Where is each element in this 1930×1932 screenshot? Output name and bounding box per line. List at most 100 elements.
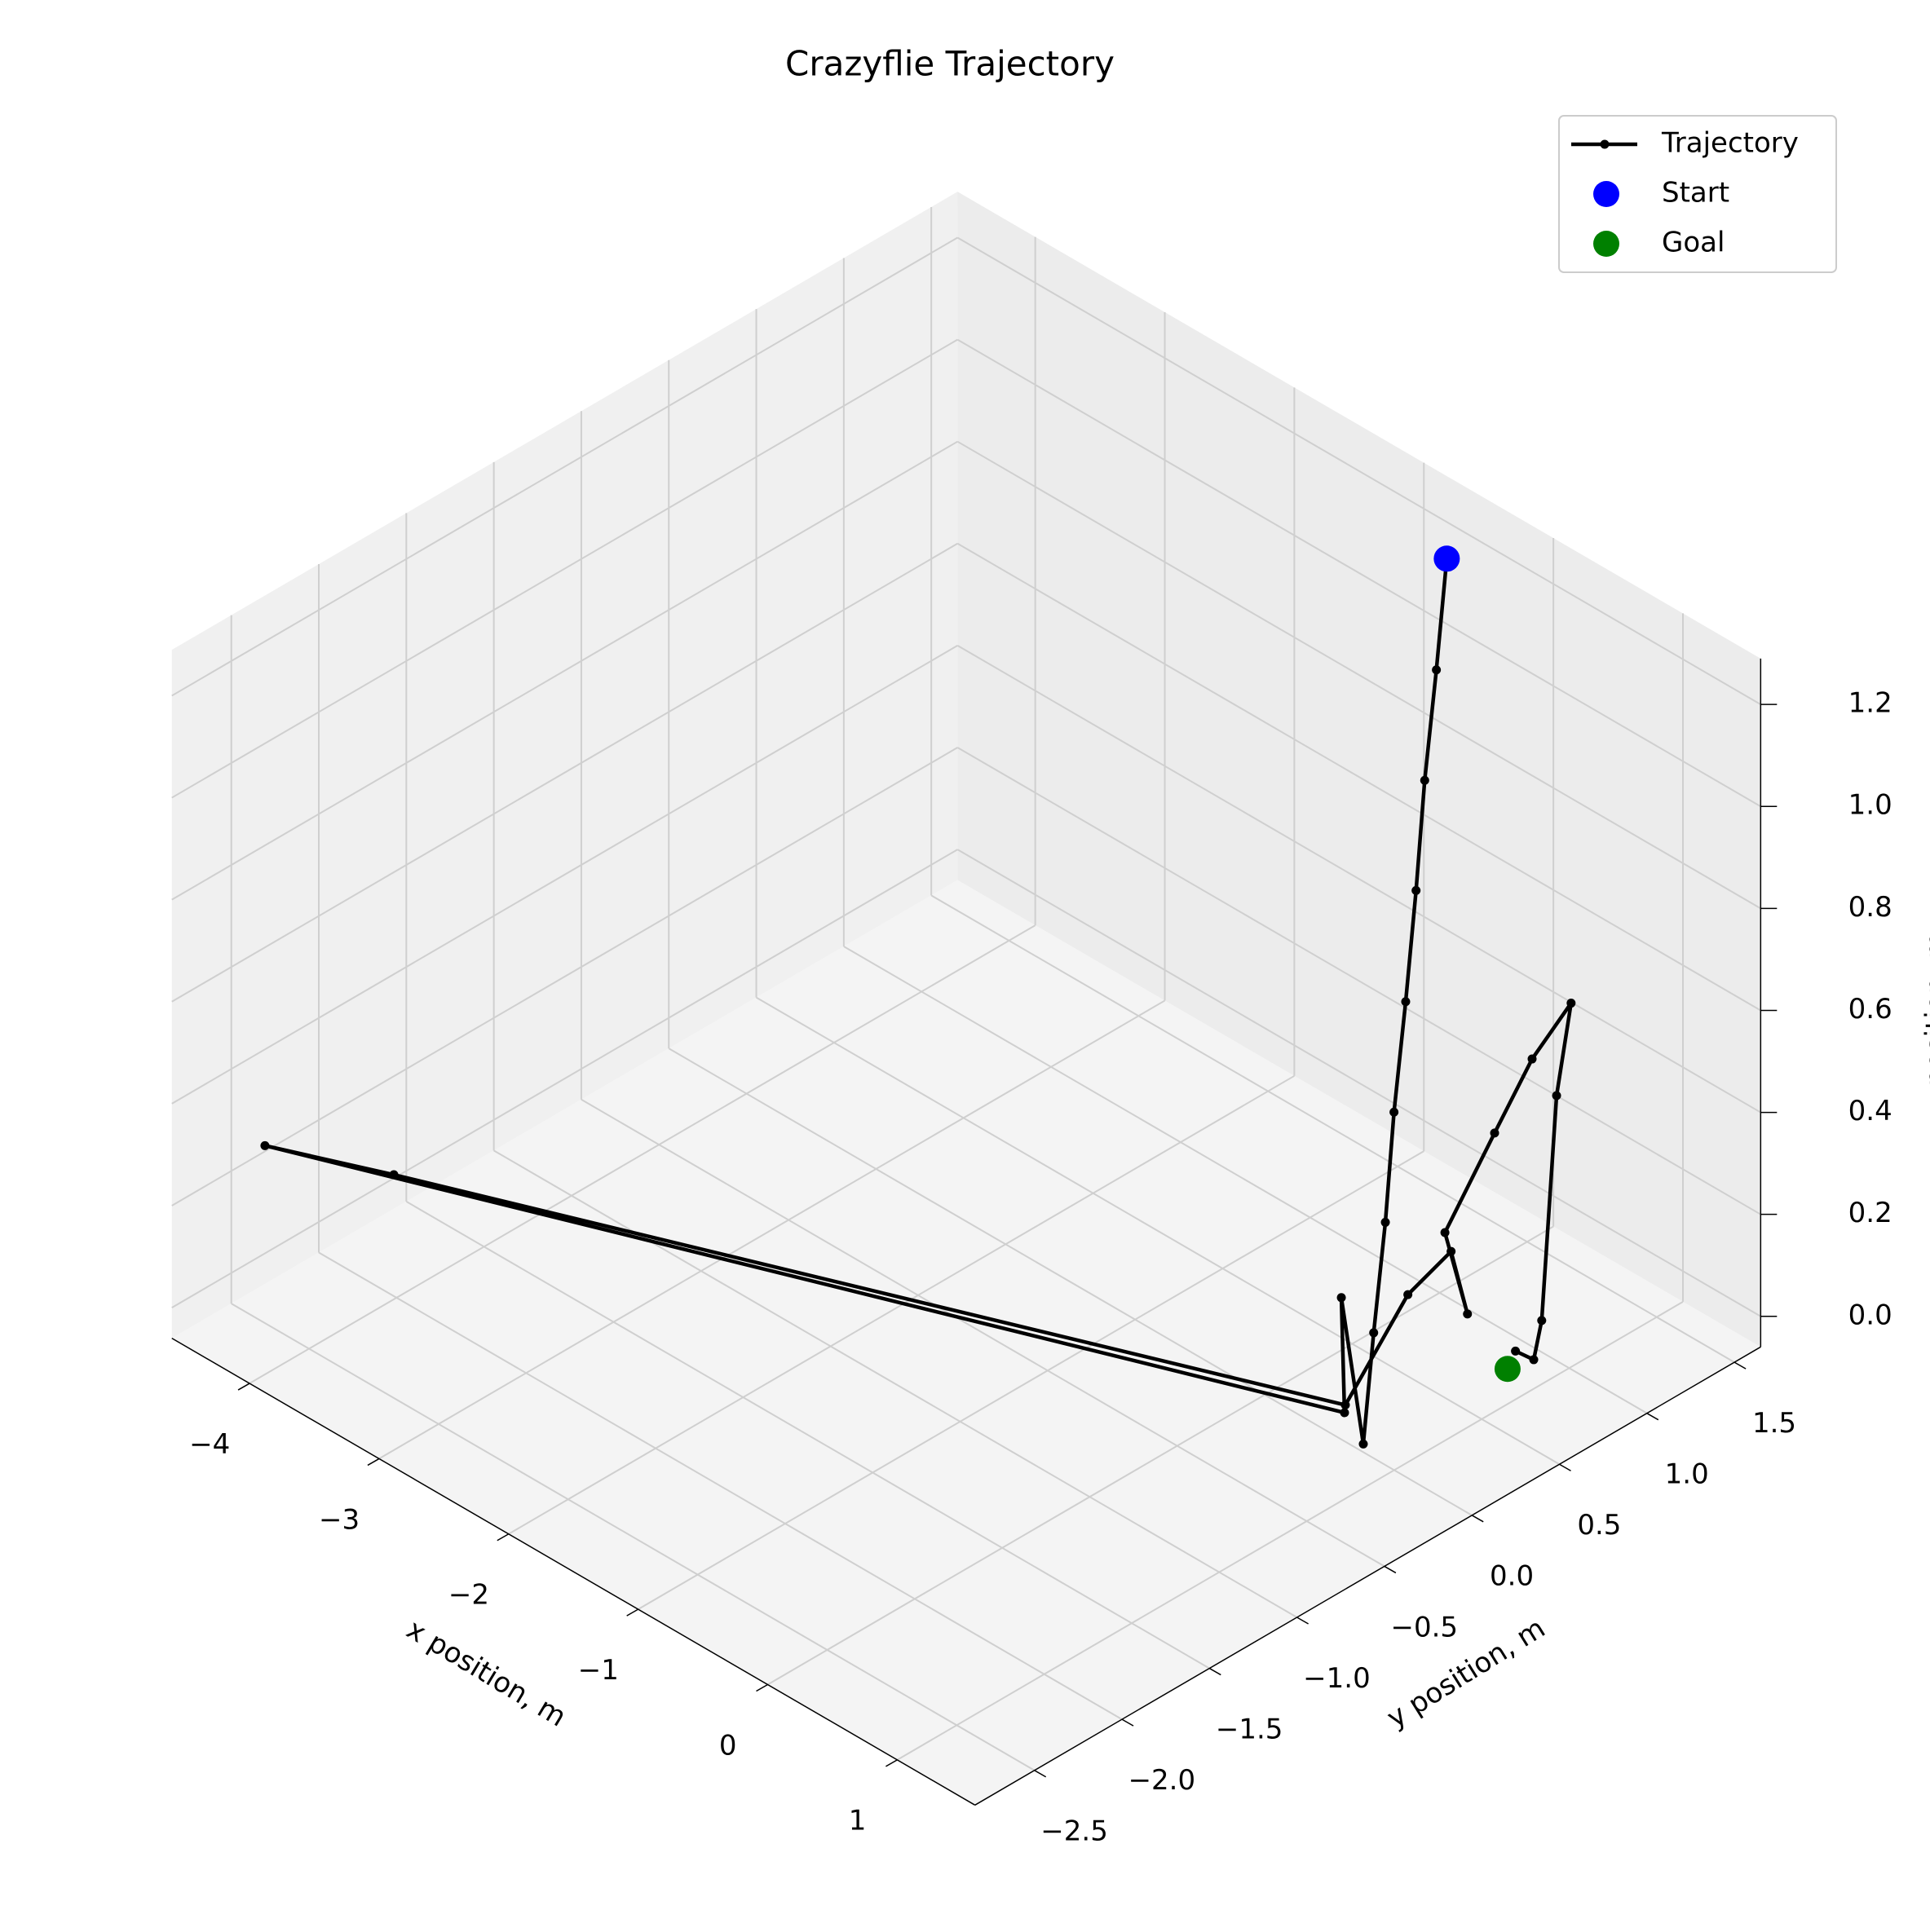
z-tick-label: 1.2	[1848, 687, 1892, 720]
grid-line	[956, 849, 1761, 1317]
y-tick-label: 0.5	[1577, 1509, 1621, 1542]
grid-line	[171, 542, 958, 1003]
trajectory-point	[1511, 1346, 1521, 1356]
trajectory-point	[1463, 1309, 1473, 1319]
trajectory-point	[1411, 885, 1421, 895]
x-tick-label: −1	[578, 1654, 619, 1687]
legend-label: Start	[1662, 177, 1729, 210]
point-marker	[1494, 1356, 1521, 1383]
grid-line	[956, 338, 1761, 808]
grid-line	[171, 645, 958, 1105]
x-tick-label: −4	[189, 1428, 230, 1461]
trajectory-point	[1432, 665, 1442, 675]
z-tick-label: 0.4	[1848, 1095, 1892, 1127]
tick-mark	[1733, 1361, 1747, 1370]
legend-label: Goal	[1662, 227, 1725, 259]
trajectory-point	[389, 1170, 399, 1180]
pane-floor	[171, 880, 1761, 1806]
tick-mark	[756, 1683, 768, 1692]
y-tick-label: 1.0	[1665, 1458, 1709, 1491]
x-tick-label: −2	[448, 1579, 489, 1612]
grid-line	[956, 236, 1761, 705]
grid-line	[668, 1048, 1473, 1516]
grid-line	[249, 924, 1036, 1384]
legend-marker	[1593, 231, 1619, 257]
grid-line	[171, 747, 958, 1206]
x-tick-label: 0	[719, 1729, 737, 1762]
z-tick-label: 0.6	[1848, 993, 1892, 1026]
trajectory-point	[1440, 1228, 1450, 1237]
legend: Trajectory Start Goal	[1558, 115, 1837, 273]
tick-mark	[1208, 1667, 1221, 1676]
grid-line	[843, 946, 1648, 1414]
x-tick-label: 1	[849, 1805, 867, 1837]
z-tick-label: 0.8	[1848, 891, 1892, 924]
tick-mark	[237, 1383, 250, 1391]
legend-marker	[1600, 139, 1610, 149]
tick-mark	[886, 1759, 898, 1767]
grid-line	[956, 542, 1761, 1012]
tick-mark	[626, 1608, 639, 1617]
grid-line	[638, 1150, 1424, 1611]
grid-line	[231, 1303, 1036, 1771]
tick-mark	[1471, 1515, 1484, 1523]
pane-left	[171, 192, 958, 1339]
trajectory-point	[1490, 1128, 1499, 1138]
x-tick-label: −3	[319, 1503, 360, 1536]
y-tick-label: −2.0	[1128, 1764, 1196, 1797]
legend-label: Trajectory	[1661, 127, 1799, 160]
axis-line	[974, 1346, 1761, 1806]
grid-line	[956, 645, 1761, 1114]
tick-mark	[1121, 1718, 1134, 1727]
trajectory-point	[1358, 1439, 1368, 1449]
grid-line	[581, 1098, 1385, 1568]
pane-right	[957, 192, 1761, 1348]
legend-box	[1558, 115, 1837, 273]
point-marker	[1433, 545, 1460, 572]
chart-title: Crazyflie Trajectory	[785, 44, 1115, 84]
trajectory-point	[1340, 1408, 1349, 1418]
grid-line	[171, 440, 958, 901]
tick-mark	[1384, 1565, 1397, 1574]
z-tick-label: 0.0	[1848, 1299, 1892, 1331]
grid-line	[405, 1201, 1210, 1670]
trajectory-point	[1529, 1355, 1539, 1365]
trajectory-point	[1389, 1107, 1399, 1117]
grid-line	[171, 338, 958, 799]
y-tick-label: −2.5	[1040, 1815, 1108, 1848]
tick-mark	[367, 1458, 380, 1467]
z-tick-label: 1.0	[1848, 789, 1892, 822]
y-tick-label: 1.5	[1752, 1407, 1796, 1440]
trajectory-point	[1527, 1054, 1537, 1064]
grid-line	[756, 996, 1561, 1466]
tick-mark	[497, 1533, 510, 1542]
y-tick-label: −1.0	[1303, 1662, 1371, 1695]
trajectory-point	[1537, 1316, 1547, 1325]
y-tick-label: 0.0	[1490, 1560, 1534, 1593]
grid-line	[493, 1149, 1298, 1618]
grid-line	[171, 849, 958, 1308]
trajectory-point	[260, 1140, 270, 1150]
grid-line	[171, 236, 958, 697]
grid-line	[378, 999, 1166, 1460]
trajectory-point	[1380, 1217, 1390, 1227]
trajectory-point	[1336, 1293, 1346, 1303]
axis-line	[171, 1337, 976, 1806]
trajectory-point	[1566, 999, 1576, 1008]
tick-mark	[1646, 1413, 1659, 1421]
x-axis-label: x position, m	[401, 1613, 572, 1734]
y-tick-label: −0.5	[1390, 1611, 1458, 1643]
tick-mark	[1034, 1770, 1047, 1778]
grid-line	[318, 1251, 1123, 1721]
grid-line	[896, 1301, 1684, 1761]
trajectory-point	[1369, 1328, 1379, 1338]
grid-line	[767, 1225, 1554, 1686]
trajectory-point	[1420, 775, 1429, 785]
grid-line	[956, 747, 1761, 1215]
trajectory-point	[1403, 1290, 1413, 1299]
legend-marker	[1593, 181, 1619, 207]
z-axis-label: z position, m	[1920, 932, 1930, 1109]
grid-line	[930, 894, 1735, 1363]
